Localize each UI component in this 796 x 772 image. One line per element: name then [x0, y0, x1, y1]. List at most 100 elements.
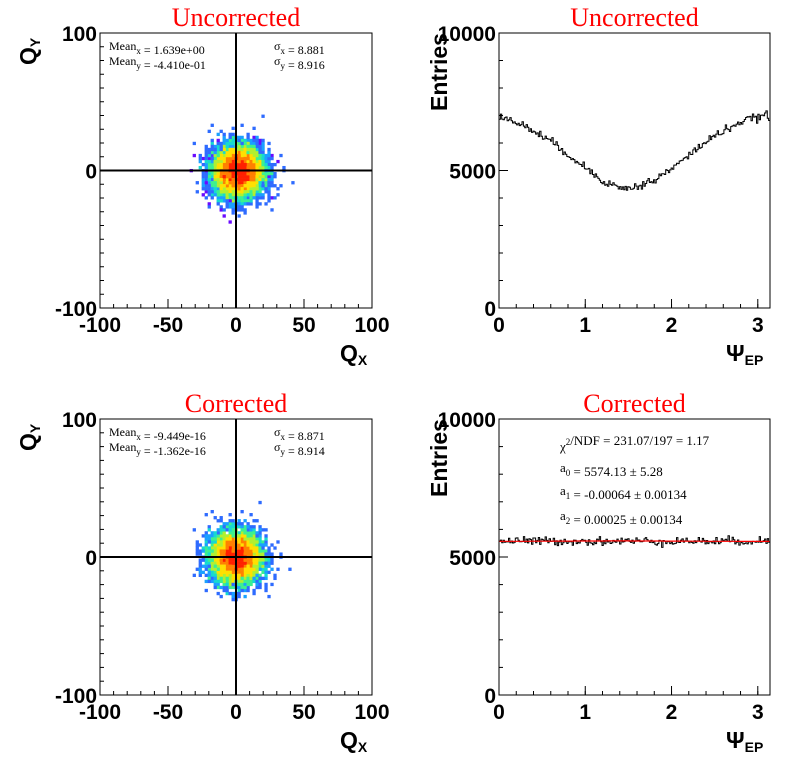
heatmap-cell: [225, 141, 229, 146]
fit-stat-text-part: a: [560, 460, 566, 475]
heatmap-cell: [243, 196, 247, 200]
heatmap-cell: [258, 582, 262, 587]
heatmap-cell: [240, 165, 244, 170]
heatmap-cell: [255, 540, 259, 544]
heatmap-cell: [216, 528, 220, 532]
heatmap-cell: [207, 175, 211, 179]
heatmap-cell: [207, 162, 211, 167]
heatmap-cell: [243, 537, 247, 541]
heatmap-cell: [258, 181, 262, 185]
heatmap-cell: [255, 549, 259, 553]
heatmap-cell: [231, 199, 235, 203]
heatmap-cell: [270, 178, 274, 182]
heatmap-cell: [231, 156, 235, 161]
heatmap-cell: [237, 162, 241, 167]
heatmap-cell: [261, 543, 265, 547]
heatmap-cell: [255, 585, 259, 590]
heatmap-cell: [252, 144, 256, 149]
fit-stat-text: a1 = -0.00064 ± 0.00134: [560, 483, 687, 502]
heatmap-cell: [243, 585, 247, 590]
heatmap-cell: [228, 162, 232, 167]
y-tick-label: 0: [484, 298, 496, 321]
heatmap-cell: [216, 540, 220, 544]
heatmap-cell: [264, 202, 268, 206]
heatmap-cell: [249, 175, 253, 179]
heatmap-cell: [246, 196, 250, 200]
heatmap-cell: [225, 567, 229, 571]
heatmap-cell: [225, 546, 229, 550]
heatmap-cell: [225, 184, 229, 188]
heatmap-cell: [207, 181, 211, 185]
heatmap-cell: [216, 147, 220, 152]
heatmap-cell: [216, 193, 220, 197]
heatmap-cell: [261, 540, 265, 544]
heatmap-cell: [213, 567, 217, 571]
heatmap-cell: [207, 528, 211, 532]
heatmap-cell: [228, 585, 232, 590]
heatmap-cell: [231, 558, 235, 562]
heatmap-cell: [195, 546, 199, 550]
heatmap-cell: [198, 165, 202, 170]
heatmap-cell: [249, 537, 253, 541]
heatmap-cell: [222, 582, 226, 587]
x-axis-label: ΨEP: [726, 727, 763, 755]
heatmap-cell: [261, 184, 265, 188]
heatmap-cell: [210, 564, 214, 568]
heatmap-cell: [213, 184, 217, 188]
heatmap-cell: [216, 552, 220, 556]
heatmap-cell: [246, 199, 250, 203]
heatmap-cell: [237, 585, 241, 590]
heatmap-cell: [204, 178, 208, 182]
heatmap-cell: [219, 573, 223, 578]
heatmap-cell: [255, 135, 259, 140]
heatmap-cell: [255, 156, 259, 161]
heatmap-cell: [216, 181, 220, 185]
heatmap-cell: [213, 181, 217, 185]
heatmap-cell: [252, 537, 256, 541]
heatmap-cell: [210, 552, 214, 556]
heatmap-cell: [204, 150, 208, 155]
chart-panel-2: Uncorrected 0 1 2 3 0 5000 10000 ΨEP Entries: [426, 3, 771, 368]
heatmap-cell: [228, 561, 232, 565]
stat-sigma-text-part: σ: [274, 425, 281, 439]
heatmap-cell: [237, 214, 241, 218]
heatmap-cell: [258, 178, 262, 182]
heatmap-cell: [219, 537, 223, 541]
heatmap-cell: [267, 153, 271, 158]
heatmap-cell: [267, 172, 271, 176]
heatmap-cell: [246, 561, 250, 565]
heatmap-cell: [270, 582, 274, 587]
heatmap-cell: [240, 159, 244, 164]
heatmap-cell: [291, 181, 295, 185]
heatmap-cell: [225, 537, 229, 541]
heatmap-cell: [237, 190, 241, 194]
heatmap-cell: [207, 552, 211, 556]
heatmap-cell: [210, 540, 214, 544]
heatmap-cell: [207, 193, 211, 197]
heatmap-cell: [207, 540, 211, 544]
heatmap-cell: [243, 193, 247, 197]
heatmap-cell: [261, 150, 265, 155]
heatmap-cell: [228, 190, 232, 194]
stat-mean-text-part: Mean: [109, 39, 136, 53]
heatmap-cell: [219, 564, 223, 568]
heatmap-cell: [246, 588, 250, 593]
heatmap-cell: [231, 597, 235, 602]
heatmap-cell: [210, 153, 214, 158]
heatmap-cell: [246, 159, 250, 164]
heatmap-cell: [213, 162, 217, 167]
heatmap-cell: [237, 156, 241, 161]
heatmap-cell: [240, 573, 244, 578]
heatmap-cell: [264, 585, 268, 590]
y-tick-label: 5000: [449, 161, 496, 184]
heatmap-cell: [258, 576, 262, 581]
heatmap-cell: [222, 138, 226, 143]
heatmap-cell: [231, 184, 235, 188]
heatmap-cell: [240, 522, 244, 526]
heatmap-cell: [255, 150, 259, 155]
heatmap-cell: [255, 579, 259, 584]
heatmap-cell: [252, 519, 256, 523]
heatmap-cell: [228, 196, 232, 200]
heatmap-cell: [258, 528, 262, 532]
heatmap-cell: [255, 205, 259, 209]
